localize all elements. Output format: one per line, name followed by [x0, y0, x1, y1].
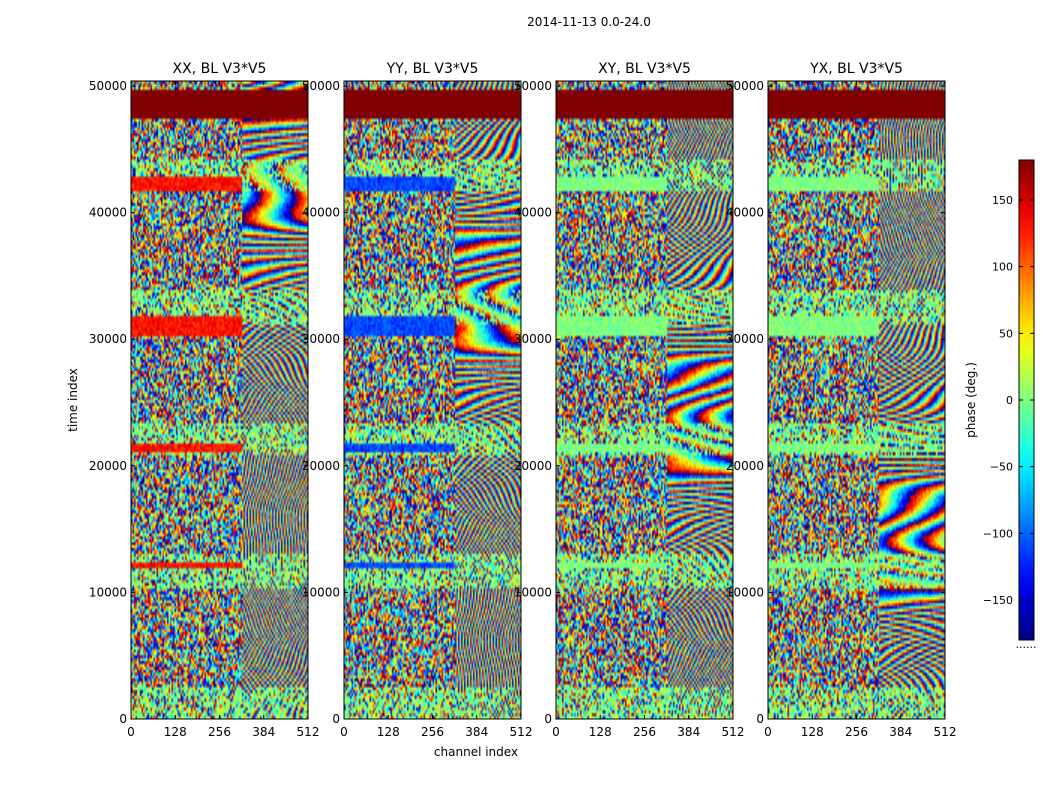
- colorbar-tick-label: −50: [990, 461, 1013, 474]
- y-tick-label: 10000: [89, 585, 127, 599]
- x-tick-label: 512: [510, 725, 533, 739]
- figure-title: 2014-11-13 0.0-24.0: [527, 15, 651, 29]
- colorbar-tick-label: 0: [1006, 394, 1013, 407]
- y-tick-label: 40000: [302, 206, 340, 220]
- x-tick-label: 384: [252, 725, 275, 739]
- x-tick-label: 384: [889, 725, 912, 739]
- heatmap-xy: [556, 81, 733, 719]
- y-tick-label: 20000: [89, 459, 127, 473]
- x-tick-label: 384: [677, 725, 700, 739]
- heatmap-xx: [131, 81, 308, 719]
- y-tick-label: 20000: [726, 459, 764, 473]
- y-tick-label: 20000: [514, 459, 552, 473]
- x-tick-label: 512: [297, 725, 320, 739]
- y-tick-label: 50000: [89, 79, 127, 93]
- x-tick-label: 0: [127, 725, 135, 739]
- y-tick-label: 20000: [302, 459, 340, 473]
- panel-yy: YY, BL V3*V5 0 128 256 384 512 0 10000 20000 3000…: [302, 61, 533, 739]
- panel-title-xx: XX, BL V3*V5: [173, 61, 267, 77]
- y-tick-label: 30000: [89, 332, 127, 346]
- panel-xx: XX, BL V3*V5 0 128 256 384 512 0 10000 20000 3000…: [89, 61, 320, 739]
- x-tick-label: 0: [764, 725, 772, 739]
- y-tick-label: 50000: [514, 79, 552, 93]
- colorbar-tick-label: −100: [983, 527, 1013, 540]
- heatmap-yy: [344, 81, 521, 719]
- colorbar: 150 100 50 0 −50 −100 −150: [983, 159, 1035, 641]
- colorbar-tick-label: −150: [983, 594, 1013, 607]
- y-tick-label: 0: [756, 712, 764, 726]
- panels-group: XX, BL V3*V5 0 128 256 384 512 0 10000 20000 3000…: [89, 61, 957, 739]
- y-tick-label: 30000: [302, 332, 340, 346]
- y-tick-label: 30000: [514, 332, 552, 346]
- y-tick-label: 30000: [726, 332, 764, 346]
- y-tick-label: 10000: [302, 585, 340, 599]
- y-tick-label: 40000: [514, 206, 552, 220]
- x-tick-label: 0: [552, 725, 560, 739]
- x-tick-label: 512: [722, 725, 745, 739]
- panel-xy: XY, BL V3*V5 0 128 256 384 512 0 10000 20000 3000…: [514, 61, 745, 739]
- panel-title-yx: YX, BL V3*V5: [809, 61, 903, 77]
- x-tick-label: 384: [465, 725, 488, 739]
- y-tick-label: 10000: [726, 585, 764, 599]
- x-axis-label: channel index: [434, 745, 518, 759]
- x-tick-label: 256: [421, 725, 444, 739]
- colorbar-label: phase (deg.): [964, 362, 978, 438]
- y-tick-label: 10000: [514, 585, 552, 599]
- x-tick-label: 128: [589, 725, 612, 739]
- colorbar-tick-label: 150: [992, 194, 1013, 207]
- y-tick-label: 50000: [302, 79, 340, 93]
- y-tick-label: 0: [544, 712, 552, 726]
- y-tick-label: 50000: [726, 79, 764, 93]
- colorbar-tick-label: 50: [999, 327, 1013, 340]
- y-tick-label: 40000: [726, 206, 764, 220]
- x-tick-label: 256: [845, 725, 868, 739]
- x-tick-label: 128: [377, 725, 400, 739]
- y-axis-label: time index: [66, 368, 80, 432]
- colorbar-footnote: ......: [1016, 638, 1037, 651]
- x-tick-label: 0: [340, 725, 348, 739]
- x-tick-label: 512: [934, 725, 957, 739]
- panel-title-yy: YY, BL V3*V5: [386, 61, 479, 77]
- heatmap-yx: [768, 81, 945, 719]
- y-tick-label: 0: [119, 712, 127, 726]
- colorbar-tick-label: 100: [992, 261, 1013, 274]
- x-tick-label: 128: [164, 725, 187, 739]
- y-tick-label: 0: [332, 712, 340, 726]
- panel-title-xy: XY, BL V3*V5: [598, 61, 691, 77]
- y-tick-label: 40000: [89, 206, 127, 220]
- panel-yx: YX, BL V3*V5 0 128 256 384 512 0 10000 20000 3000…: [726, 61, 957, 739]
- x-tick-label: 256: [208, 725, 231, 739]
- x-tick-label: 128: [801, 725, 824, 739]
- x-tick-label: 256: [633, 725, 656, 739]
